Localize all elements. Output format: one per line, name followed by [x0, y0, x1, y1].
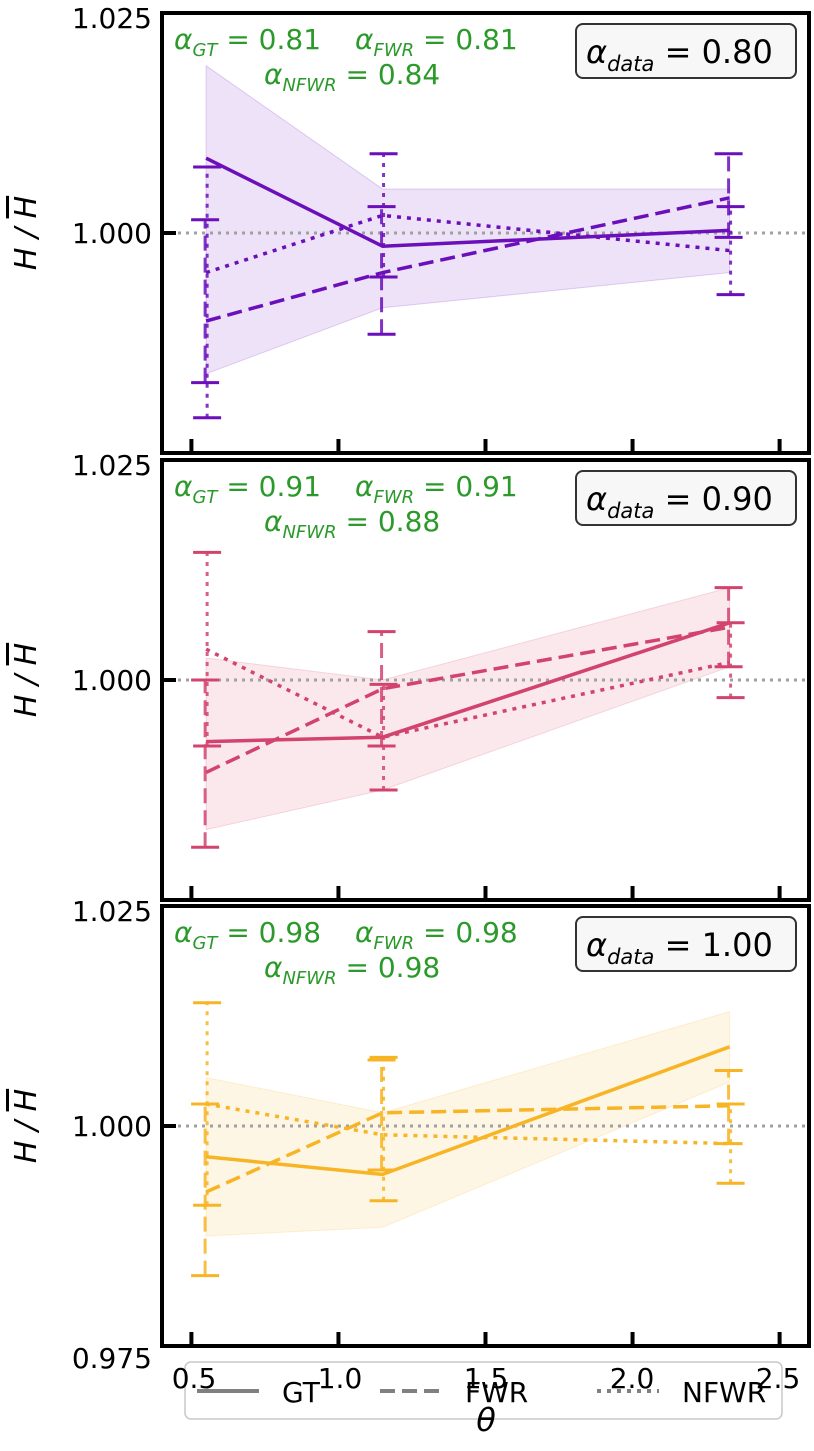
alpha-nfwr-annotation: αNFWR = 0.98	[264, 951, 440, 989]
y-tick-label: 1.025	[72, 449, 152, 482]
alpha-data-label: αdata = 0.90	[586, 480, 773, 523]
fwr-line	[205, 625, 730, 774]
alpha-gt-annotation: αGT = 0.98	[174, 916, 321, 954]
svg-text:H / H: H / H	[9, 1089, 44, 1163]
gt-line	[206, 621, 731, 744]
x-axis-label: θ	[476, 1401, 496, 1439]
svg-text:H / H: H / H	[9, 196, 44, 270]
x-tick-label: 2.0	[610, 1362, 655, 1395]
x-tick-label: 2.5	[756, 1362, 801, 1395]
alpha-fwr-annotation: αFWR = 0.98	[355, 916, 518, 954]
nfwr-line	[205, 213, 730, 275]
plot-area	[162, 906, 809, 1346]
fwr-line	[205, 196, 730, 323]
legend-fwr-label: FWR	[465, 1376, 528, 1409]
alpha-fwr-annotation: αFWR = 0.91	[355, 470, 518, 508]
y-tick-label: 0.975	[72, 1342, 152, 1375]
y-tick-label: 1.025	[72, 895, 152, 928]
y-axis-label: H / H	[9, 196, 44, 270]
y-tick-label: 1.000	[72, 1110, 152, 1143]
alpha-data-box	[575, 23, 797, 79]
alpha-nfwr-annotation: αNFWR = 0.88	[264, 505, 440, 543]
legend: GT FWR NFWR	[184, 1361, 783, 1420]
y-tick-label: 1.000	[72, 217, 152, 250]
y-axis-label: H / H	[9, 643, 44, 717]
svg-text:H / H: H / H	[9, 643, 44, 717]
legend-nfwr-label: NFWR	[682, 1376, 766, 1409]
nfwr-line	[205, 647, 730, 740]
gt-line	[205, 156, 730, 248]
alpha-nfwr-annotation: αNFWR = 0.84	[264, 58, 440, 96]
y-tick-label: 1.025	[72, 2, 152, 35]
x-tick-label: 0.5	[172, 1362, 217, 1395]
alpha-data-label: αdata = 1.00	[586, 926, 773, 969]
y-axis-label: H / H	[9, 1089, 44, 1163]
alpha-gt-annotation: αGT = 0.91	[174, 470, 321, 508]
x-tick-label: 1.5	[464, 1362, 509, 1395]
nfwr-line	[205, 1102, 730, 1146]
alpha-data-box	[575, 916, 797, 972]
fwr-line	[205, 1104, 730, 1194]
alpha-data-label: αdata = 0.80	[586, 33, 773, 76]
legend-gt-label: GT	[282, 1376, 321, 1409]
legend-box	[184, 1361, 783, 1420]
x-tick-label: 1.0	[318, 1362, 363, 1395]
alpha-data-box	[575, 470, 797, 526]
y-tick-label: 1.000	[72, 664, 152, 697]
alpha-gt-annotation: αGT = 0.81	[174, 23, 321, 61]
gt-line	[205, 1045, 731, 1177]
alpha-fwr-annotation: αFWR = 0.81	[355, 23, 518, 61]
